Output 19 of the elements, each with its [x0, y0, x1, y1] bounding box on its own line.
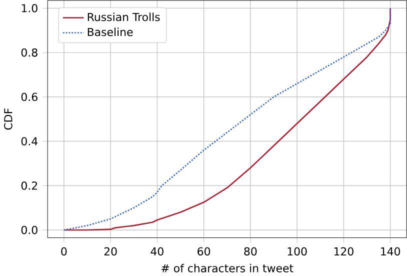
- x-tick-label: 40: [150, 247, 164, 256]
- line-series: [63, 7, 391, 230]
- y-tick-label: 0.4: [21, 136, 38, 146]
- x-tick-label: 20: [104, 247, 117, 256]
- x-tick-label: 80: [244, 247, 257, 256]
- legend-label: Russian Trolls: [88, 12, 160, 21]
- x-tick-label: 140: [381, 247, 400, 256]
- legend-label: Baseline: [88, 27, 133, 36]
- y-tick-label: 0.8: [21, 48, 38, 56]
- x-tick-label: 120: [334, 247, 354, 256]
- x-tick-label: 0: [61, 247, 67, 256]
- x-tick-label: 60: [198, 247, 210, 256]
- y-tick-label: 1.0: [22, 4, 38, 12]
- y-axis-title: CDF: [4, 108, 12, 130]
- x-axis-title: # of characters in tweet: [162, 264, 294, 272]
- x-tick-label: 100: [288, 247, 307, 256]
- y-tick-label: 0.0: [21, 226, 38, 234]
- y-tick-label: 0.2: [21, 181, 38, 190]
- y-tick-label: 0.6: [21, 92, 38, 101]
